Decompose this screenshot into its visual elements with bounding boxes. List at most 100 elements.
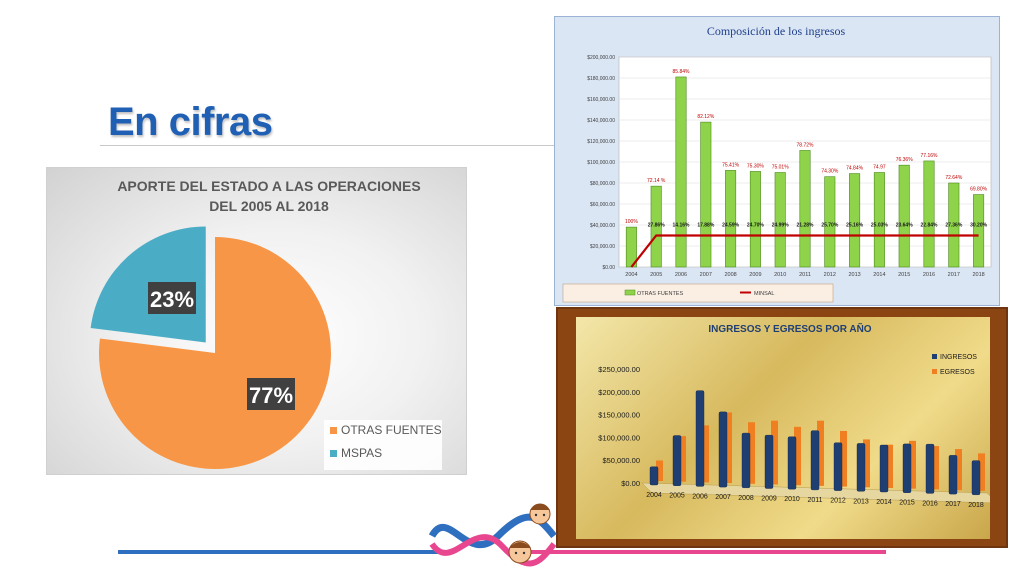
income-expense-chart: INGRESOS Y EGRESOS POR AÑO $0.00 $50,000.…	[598, 322, 990, 509]
income-expense-x-tick: 2017	[945, 501, 961, 508]
composition-legend-box	[562, 283, 834, 303]
composition-y-tick: $40,000.00	[590, 223, 615, 229]
income-expense-chart-panel: INGRESOS Y EGRESOS POR AÑO $0.00 $50,000.…	[576, 317, 990, 539]
pie-slice-otras-fuentes	[99, 237, 332, 469]
income-expense-bar-ingresos	[764, 434, 774, 489]
income-expense-bar-egresos	[955, 449, 962, 491]
composition-x-tick: 2004	[625, 272, 637, 278]
pie-legend-box	[324, 420, 442, 470]
decorative-pink-stripe	[520, 550, 886, 554]
composition-bar	[774, 172, 786, 268]
composition-x-tick: 2015	[898, 272, 910, 278]
income-expense-bar-egresos	[840, 430, 847, 487]
composition-bar	[849, 173, 861, 268]
income-expense-x-tick: 2004	[646, 492, 662, 499]
title-divider	[100, 145, 555, 146]
income-expense-x-tick: 2006	[692, 493, 708, 500]
composition-line-label: 25.03%	[871, 223, 889, 229]
composition-bar-label: 76.36%	[896, 157, 914, 163]
income-expense-bar-egresos	[978, 453, 985, 491]
composition-x-tick: 2016	[923, 272, 935, 278]
composition-x-tick: 2018	[972, 272, 984, 278]
income-expense-x-tick: 2010	[784, 496, 800, 503]
income-expense-x-tick: 2007	[715, 494, 731, 501]
composition-line-label: 22.84%	[921, 223, 939, 229]
composition-legend-label: OTRAS FUENTES	[637, 291, 683, 297]
composition-bar-label: 72.64%	[945, 175, 963, 181]
composition-x-tick: 2012	[824, 272, 836, 278]
income-expense-legend-label: INGRESOS	[940, 354, 977, 361]
composition-y-tick: $120,000.00	[587, 139, 615, 145]
composition-bar-label: 72.14 %	[647, 178, 666, 184]
composition-y-tick: $200,000.00	[587, 55, 615, 61]
income-expense-y-tick: $100,000.00	[598, 433, 640, 442]
composition-bar	[650, 185, 662, 268]
composition-line-label: 17.88%	[697, 223, 715, 229]
income-expense-bar-ingresos	[902, 443, 912, 493]
decorative-blue-stripe	[118, 550, 438, 554]
income-expense-bar-egresos	[771, 420, 778, 485]
composition-y-tick: $0.00	[602, 265, 615, 271]
income-expense-bar-egresos	[794, 426, 801, 486]
income-expense-x-tick: 2009	[761, 496, 777, 503]
income-expense-x-tick: 2012	[830, 498, 846, 505]
income-expense-legend-label: EGRESOS	[940, 369, 975, 376]
pie-chart-panel: APORTE DEL ESTADO A LAS OPERACIONES DEL …	[46, 167, 467, 475]
composition-bar	[675, 76, 687, 268]
pie-data-label: 23%	[150, 287, 194, 312]
slide-title: En cifras	[108, 100, 273, 144]
income-expense-bar-egresos	[702, 425, 709, 483]
composition-y-tick: $60,000.00	[590, 202, 615, 208]
income-expense-bar-ingresos	[718, 411, 728, 488]
composition-chart-title: Composición de los ingresos	[707, 24, 846, 38]
income-expense-chart-title: INGRESOS Y EGRESOS POR AÑO	[708, 322, 871, 335]
income-expense-bar-ingresos	[879, 444, 889, 493]
pie-title-line-2: DEL 2005 AL 2018	[209, 198, 329, 214]
composition-bar-label: 74.97	[873, 165, 886, 171]
composition-legend-label: MINSAL	[754, 291, 774, 297]
income-expense-bar-egresos	[932, 446, 939, 490]
pie-title-line-1: APORTE DEL ESTADO A LAS OPERACIONES	[117, 178, 420, 194]
composition-bar	[948, 182, 960, 268]
composition-y-tick: $140,000.00	[587, 118, 615, 124]
composition-line-label: 25.70%	[821, 223, 839, 229]
composition-bar-label: 77.16%	[921, 153, 939, 159]
income-expense-y-tick: $200,000.00	[598, 388, 640, 397]
composition-bar-label: 100%	[625, 219, 638, 225]
composition-bar-label: 82.12%	[697, 114, 715, 120]
pie-data-label-box	[247, 378, 295, 410]
income-expense-bar-egresos	[909, 440, 916, 489]
income-expense-bar-ingresos	[649, 466, 659, 486]
composition-bar	[749, 171, 761, 268]
composition-y-tick: $100,000.00	[587, 160, 615, 166]
composition-chart: Composición de los ingresos $0.00 $20,000…	[562, 24, 992, 303]
income-expense-x-tick: 2011	[807, 497, 822, 504]
composition-line-label: 25.16%	[846, 223, 864, 229]
composition-bar	[725, 170, 737, 268]
income-expense-bar-ingresos	[787, 436, 797, 490]
composition-bar	[973, 194, 985, 268]
income-expense-bar-egresos	[725, 412, 732, 484]
composition-bar-label: 69.80%	[970, 187, 988, 193]
composition-y-tick: $160,000.00	[587, 97, 615, 103]
income-expense-bar-egresos	[817, 420, 824, 486]
income-expense-bar-ingresos	[948, 455, 958, 495]
composition-bar-label: 85.84%	[673, 69, 691, 75]
income-expense-y-tick: $50,000.00	[602, 456, 640, 465]
composition-x-tick: 2005	[650, 272, 662, 278]
income-expense-x-tick: 2016	[922, 500, 938, 507]
composition-line-label: 21.28%	[797, 223, 815, 229]
composition-x-tick: 2010	[774, 272, 786, 278]
pie-legend-label: OTRAS FUENTES	[341, 423, 442, 437]
income-expense-floor	[641, 482, 990, 504]
income-expense-y-tick: $250,000.00	[598, 365, 640, 374]
income-expense-bar-ingresos	[695, 390, 705, 487]
income-expense-x-tick: 2018	[968, 502, 984, 509]
composition-legend-swatch-bar	[624, 289, 636, 296]
composition-y-tick: $80,000.00	[590, 181, 615, 187]
composition-line-minsal	[630, 234, 979, 268]
income-expense-bar-ingresos	[925, 443, 935, 494]
composition-line-label: 24.70%	[747, 223, 765, 229]
composition-line-label: 24.59%	[722, 223, 740, 229]
income-expense-bar-ingresos	[672, 435, 682, 486]
